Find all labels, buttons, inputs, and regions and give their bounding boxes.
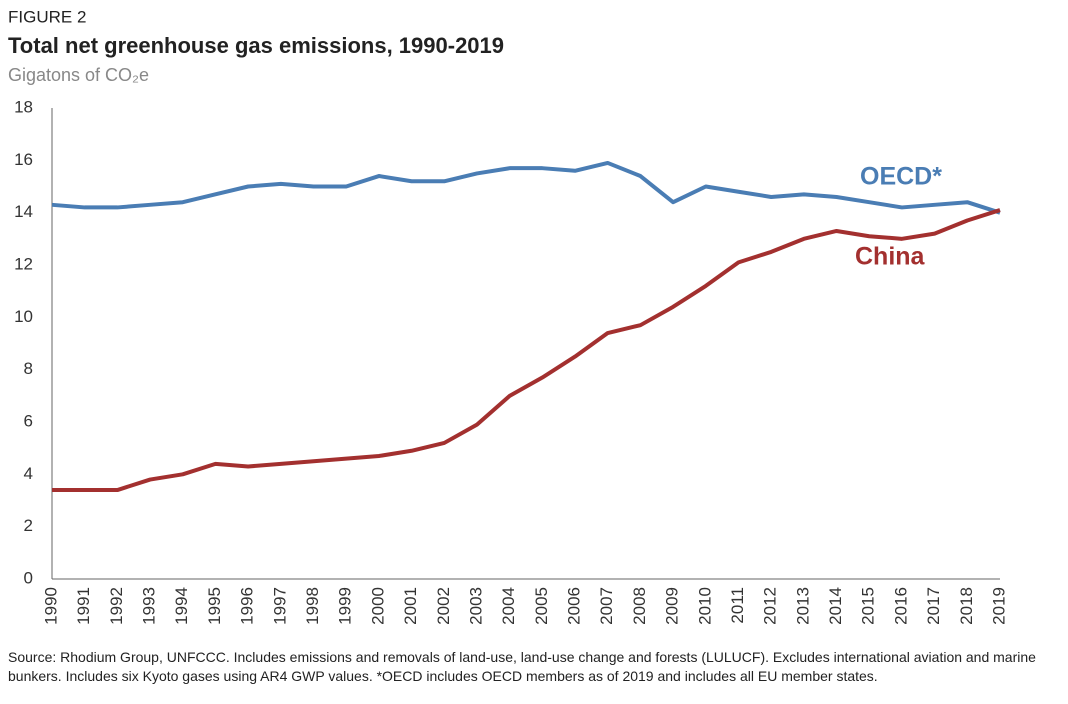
x-tick-label: 2005 bbox=[532, 587, 551, 625]
source-note: Source: Rhodium Group, UNFCCC. Includes … bbox=[8, 649, 1036, 684]
y-tick-label: 16 bbox=[14, 150, 33, 169]
x-tick-label: 2002 bbox=[434, 587, 453, 625]
x-tick-label: 2008 bbox=[630, 587, 649, 625]
y-tick-label: 4 bbox=[24, 464, 33, 483]
x-tick-label: 1992 bbox=[107, 587, 126, 625]
x-tick-label: 2012 bbox=[761, 587, 780, 625]
chart-title: Total net greenhouse gas emissions, 1990… bbox=[8, 33, 504, 58]
x-tick-label: 1997 bbox=[270, 587, 289, 625]
y-tick-label: 0 bbox=[24, 568, 33, 587]
x-tick-label: 2017 bbox=[924, 587, 943, 625]
x-tick-label: 1998 bbox=[303, 587, 322, 625]
figure-label: FIGURE 2 bbox=[8, 7, 86, 26]
x-tick-label: 2013 bbox=[793, 587, 812, 625]
x-tick-label: 1993 bbox=[140, 587, 159, 625]
x-tick-label: 1990 bbox=[41, 587, 60, 625]
x-tick-label: 1994 bbox=[172, 587, 191, 625]
y-tick-label: 18 bbox=[14, 97, 33, 116]
x-tick-label: 2016 bbox=[891, 587, 910, 625]
x-tick-label: 2018 bbox=[957, 587, 976, 625]
x-tick-label: 1991 bbox=[74, 587, 93, 625]
y-tick-label: 12 bbox=[14, 254, 33, 273]
series-line bbox=[52, 208, 1001, 493]
chart-subtitle: Gigatons of CO₂e bbox=[8, 65, 149, 85]
x-tick-label: 2014 bbox=[826, 587, 845, 625]
x-tick-label: 2004 bbox=[499, 587, 518, 625]
x-tick-label: 1999 bbox=[336, 587, 355, 625]
x-tick-label: 1995 bbox=[205, 587, 224, 625]
x-tick-label: 2019 bbox=[989, 587, 1008, 625]
x-tick-label: 2007 bbox=[597, 587, 616, 625]
y-tick-label: 6 bbox=[24, 411, 33, 430]
x-tick-label: 2000 bbox=[368, 587, 387, 625]
x-tick-label: 2006 bbox=[565, 587, 584, 625]
x-tick-label: 1996 bbox=[238, 587, 257, 625]
x-tick-label: 2003 bbox=[466, 587, 485, 625]
x-tick-label: 2011 bbox=[728, 587, 747, 624]
y-tick-label: 8 bbox=[24, 359, 33, 378]
y-tick-label: 2 bbox=[24, 516, 33, 535]
y-tick-label: 14 bbox=[14, 202, 33, 221]
series-label: OECD* bbox=[860, 162, 942, 190]
x-tick-label: 2001 bbox=[401, 587, 420, 625]
y-tick-label: 10 bbox=[14, 307, 33, 326]
x-tick-label: 2010 bbox=[695, 587, 714, 625]
series-line bbox=[51, 160, 1001, 215]
x-tick-label: 2009 bbox=[663, 587, 682, 625]
x-tick-label: 2015 bbox=[859, 587, 878, 625]
series-label: China bbox=[855, 243, 926, 271]
